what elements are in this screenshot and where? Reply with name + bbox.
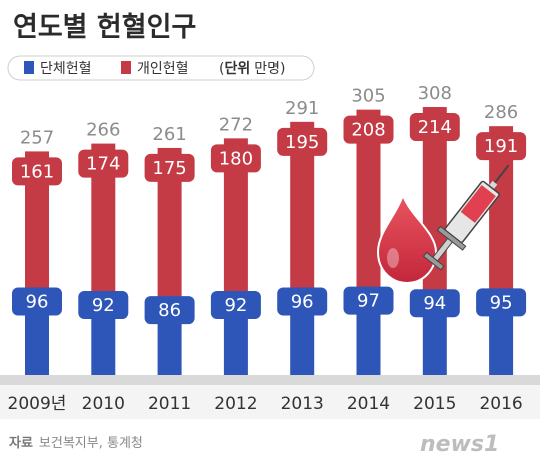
total-label-2009년: 257 [20,127,54,148]
x-axis-labels-band [0,385,540,419]
label-box-group-2015 [409,289,460,318]
total-label-2014: 305 [351,86,385,107]
total-label-2016: 286 [484,102,518,123]
label-box-individual-2013 [277,127,328,156]
bars: 96 161 257 92 174 266 86 175 261 92 180 272 96 195 291… [12,83,527,375]
value-label-individual-2013: 195 [285,132,319,153]
legend-swatch-group [24,61,34,74]
legend: 단체헌혈 개인헌혈 (단위 만명) [7,55,315,81]
value-label-group-2010: 92 [92,295,115,316]
label-box-individual-2014 [343,115,394,144]
blood-drop-icon [376,191,438,285]
news1-logo: news1 [420,432,499,457]
value-label-individual-2011: 175 [152,158,186,179]
legend-label-group: 단체헌혈 [40,61,92,77]
label-box-individual-2011 [144,153,195,182]
value-label-individual-2012: 180 [219,148,253,169]
label-box-individual-2015 [409,113,460,142]
label-box-group-2011 [144,296,195,325]
x-label-2015: 2015 [413,394,456,414]
total-label-2010: 266 [86,120,120,141]
total-label-2011: 261 [152,124,186,145]
label-box-group-2009년 [12,287,62,316]
label-box-group-2014 [343,286,394,315]
label-box-individual-2010 [78,149,129,178]
x-label-2011: 2011 [148,394,191,414]
total-label-2012: 272 [219,114,253,135]
value-label-individual-2015: 214 [418,117,452,138]
logo-text: news1 [420,432,499,457]
label-box-individual-2009년 [12,157,62,186]
legend-swatch-individual [121,61,131,74]
label-box-group-2012 [210,290,261,319]
x-label-2012: 2012 [214,394,257,414]
total-label-2013: 291 [285,98,319,119]
value-label-group-2014: 97 [357,291,380,312]
value-label-individual-2009년: 161 [20,161,54,182]
value-label-individual-2010: 174 [86,154,120,175]
syringe-icon [422,164,510,271]
legend-unit-text: 만명 [254,61,280,77]
value-label-group-2012: 92 [224,295,247,316]
label-box-individual-2016 [476,132,527,161]
chart-title: 연도별 헌혈인구 [13,12,196,43]
x-axis-band [0,375,540,385]
total-label-2015: 308 [418,83,452,104]
x-label-2013: 2013 [281,394,324,414]
value-label-group-2015: 94 [423,293,446,314]
value-label-group-2011: 86 [158,300,181,321]
legend-box [7,55,315,81]
label-box-group-2013 [277,287,328,316]
source-note: 자료 보건복지부, 통계청 [9,436,143,451]
value-label-group-2009년: 96 [26,291,49,312]
value-label-individual-2016: 191 [484,136,518,157]
legend-unit-bold: 단위 [224,60,250,77]
x-label-2010: 2010 [82,394,125,414]
source-label: 자료 [9,436,33,451]
legend-unit: (단위 만명) [219,60,285,77]
value-label-individual-2014: 208 [351,120,385,141]
x-label-2014: 2014 [347,394,390,414]
label-box-group-2010 [78,290,129,319]
label-box-individual-2012 [210,144,261,173]
source-text: 보건복지부, 통계청 [39,436,143,451]
x-label-2009년: 2009년 [8,394,67,414]
x-label-2016: 2016 [479,394,522,414]
value-label-group-2013: 96 [291,291,314,312]
value-label-group-2016: 95 [490,292,513,313]
x-axis-labels: 2009년 2010 2011 2012 2013 2014 2015 2016 [8,394,523,414]
legend-label-individual: 개인헌혈 [137,61,189,77]
label-box-group-2016 [476,288,527,317]
